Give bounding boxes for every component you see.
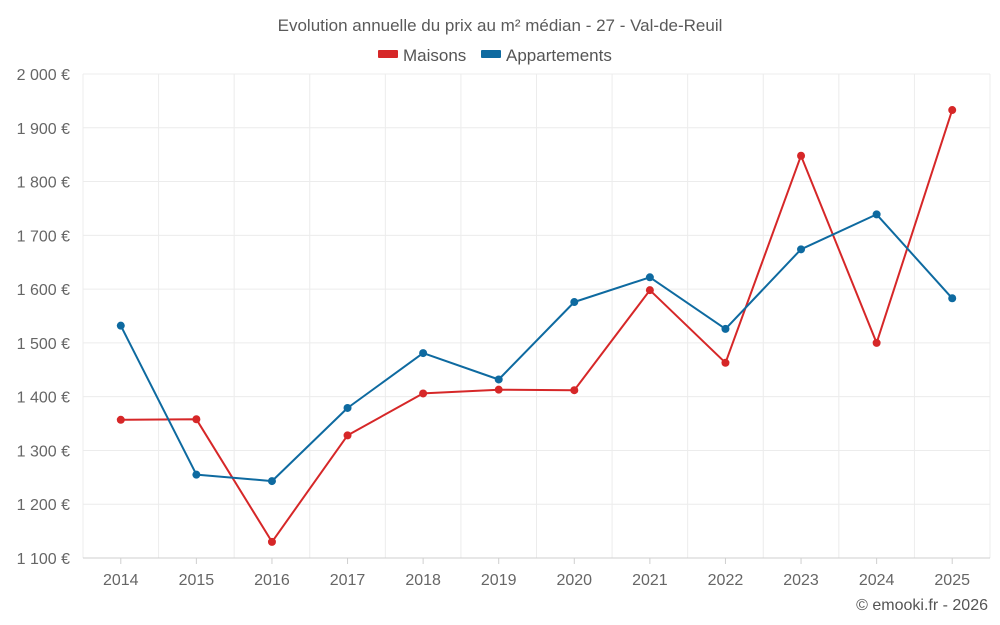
data-point-maisons[interactable] (721, 358, 730, 367)
y-tick-label: 1 900 € (17, 121, 70, 138)
y-tick-label: 1 200 € (17, 497, 70, 514)
legend-swatch-maisons (378, 50, 398, 58)
x-tick-label: 2017 (330, 572, 366, 589)
y-tick-label: 2 000 € (17, 67, 70, 84)
x-tick-label: 2024 (859, 572, 895, 589)
series-layer (116, 106, 957, 546)
data-point-maisons[interactable] (570, 386, 579, 395)
x-tick-label: 2018 (405, 572, 441, 589)
x-tick-label: 2025 (934, 572, 970, 589)
series-maisons (116, 106, 957, 546)
data-point-maisons[interactable] (872, 338, 881, 347)
data-point-maisons[interactable] (494, 385, 503, 394)
data-point-maisons[interactable] (645, 286, 654, 295)
y-axis-ticks: 1 100 € 1 200 € 1 300 € 1 400 € 1 500 € 1 600… (17, 67, 70, 568)
data-point-appartements[interactable] (797, 245, 806, 254)
data-point-appartements[interactable] (645, 273, 654, 282)
legend: Maisons Appartements (378, 46, 612, 65)
chart-title: Evolution annuelle du prix au m² médian … (278, 16, 723, 35)
grid (82, 73, 991, 558)
data-point-appartements[interactable] (570, 298, 579, 307)
data-point-appartements[interactable] (721, 324, 730, 333)
series-line-maisons (120, 109, 954, 543)
x-tick-label: 2015 (179, 572, 215, 589)
y-tick-label: 1 400 € (17, 390, 70, 407)
data-point-maisons[interactable] (797, 151, 806, 160)
data-point-appartements[interactable] (116, 321, 125, 330)
y-tick-label: 1 300 € (17, 443, 70, 460)
data-point-appartements[interactable] (343, 403, 352, 412)
data-point-maisons[interactable] (267, 537, 276, 546)
y-tick-label: 1 700 € (17, 228, 70, 245)
y-tick-label: 1 800 € (17, 175, 70, 192)
x-tick-label: 2023 (783, 572, 819, 589)
y-tick-label: 1 600 € (17, 282, 70, 299)
copyright-credit: © emooki.fr - 2026 (856, 597, 988, 614)
y-tick-label: 1 500 € (17, 336, 70, 353)
data-point-maisons[interactable] (419, 389, 428, 398)
data-point-appartements[interactable] (872, 210, 881, 219)
data-point-appartements[interactable] (494, 375, 503, 384)
data-point-appartements[interactable] (192, 470, 201, 479)
data-point-maisons[interactable] (948, 106, 957, 115)
legend-swatch-appartements (481, 50, 501, 58)
data-point-appartements[interactable] (267, 477, 276, 486)
x-tick-label: 2021 (632, 572, 668, 589)
data-point-maisons[interactable] (192, 415, 201, 424)
series-line-appartements (119, 213, 953, 483)
legend-label-maisons[interactable]: Maisons (403, 46, 466, 65)
y-tick-label: 1 100 € (17, 551, 70, 568)
data-point-maisons[interactable] (343, 431, 352, 440)
x-tick-label: 2019 (481, 572, 517, 589)
data-point-appartements[interactable] (419, 349, 428, 358)
legend-label-appartements[interactable]: Appartements (506, 46, 612, 65)
x-tick-label: 2020 (556, 572, 592, 589)
x-tick-label: 2022 (708, 572, 744, 589)
data-point-appartements[interactable] (948, 294, 957, 303)
x-tick-label: 2014 (103, 572, 139, 589)
x-axis-ticks: 2014 2015 2016 2017 2018 2019 2020 2021 2022 2023… (83, 557, 990, 589)
series-appartements (116, 210, 957, 486)
data-point-maisons[interactable] (116, 415, 125, 424)
x-tick-label: 2016 (254, 572, 290, 589)
